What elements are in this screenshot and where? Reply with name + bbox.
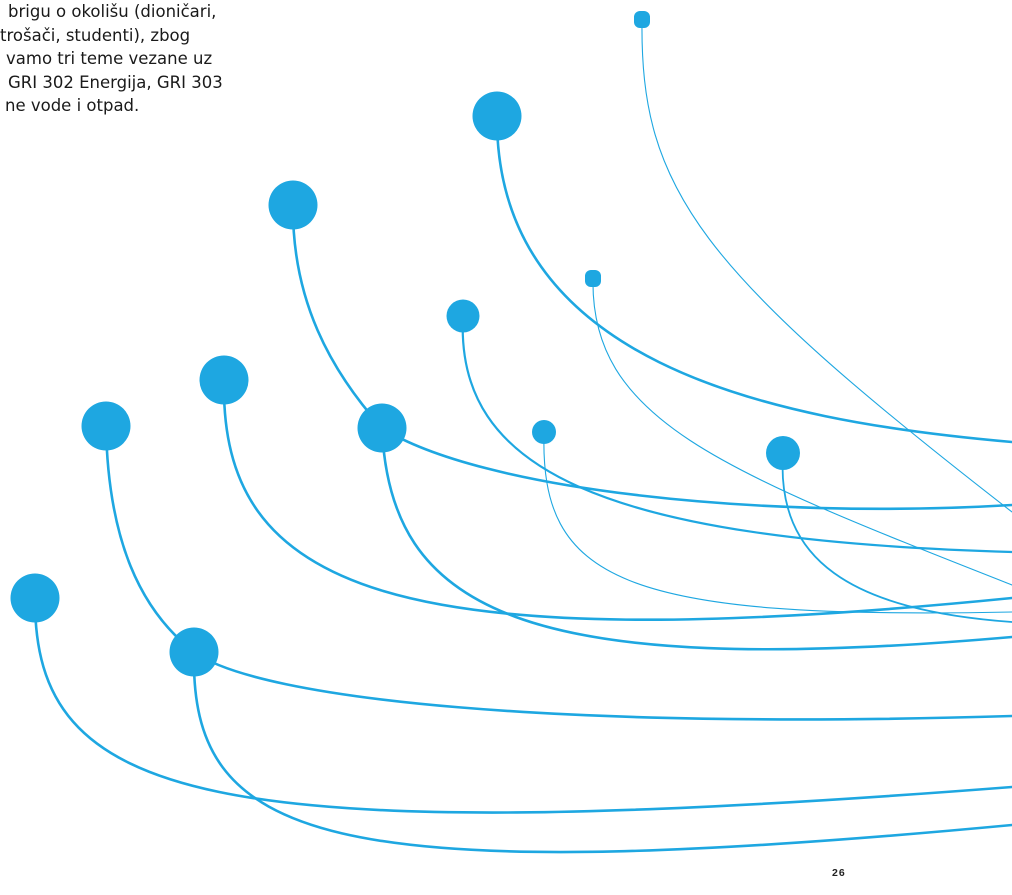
connector-line [224, 380, 1012, 620]
page-number: 26 [832, 867, 846, 879]
bubble-node [766, 436, 800, 470]
bubble-node-small [634, 11, 650, 28]
connector-line [382, 428, 1012, 509]
bubble-node [447, 300, 480, 333]
connector-line [35, 598, 1012, 813]
bubble-node [532, 420, 556, 444]
bubble-node [11, 574, 60, 623]
bubble-node [358, 404, 407, 453]
bubble-node [200, 356, 249, 405]
connector-line [382, 428, 1012, 649]
connector-line [194, 652, 1012, 852]
bubble-node [82, 402, 131, 451]
bubble-node-small [585, 270, 601, 287]
bubble-node [170, 628, 219, 677]
connector-line [194, 652, 1012, 719]
connector-line [497, 116, 1012, 442]
connector-line [293, 205, 382, 428]
bubble-node [269, 181, 318, 230]
connector-line [783, 453, 1012, 622]
bubble-node [473, 92, 522, 141]
connector-line [642, 20, 1012, 512]
connector-line [106, 426, 194, 652]
